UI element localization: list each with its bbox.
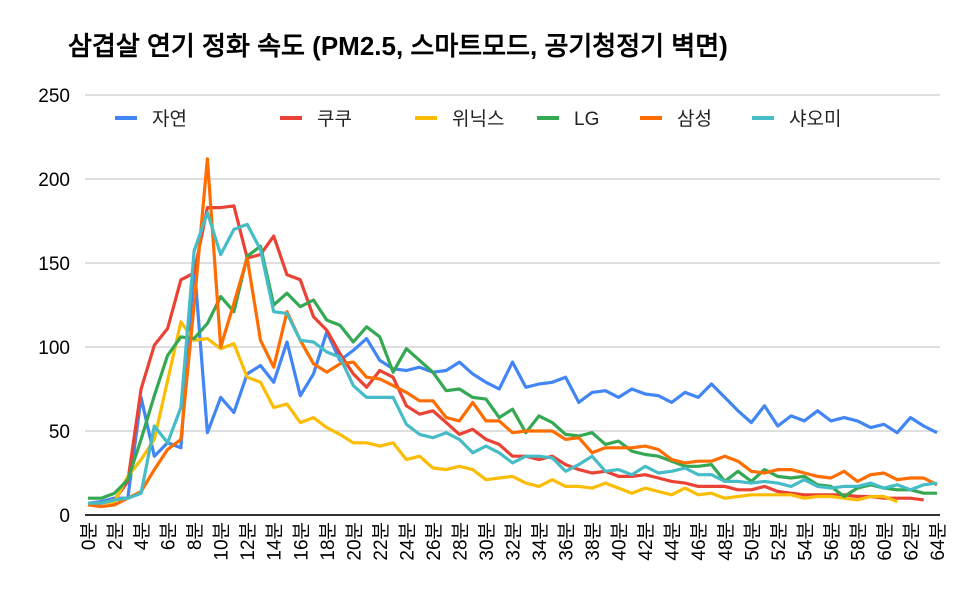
legend-item[interactable]: 샤오미 (752, 108, 841, 130)
x-tick-label: 48분 (716, 522, 737, 561)
x-tick-label: 34분 (530, 522, 551, 561)
x-tick-label: 36분 (557, 522, 578, 561)
gridlines (85, 95, 940, 515)
legend-item[interactable]: 쿠쿠 (280, 109, 352, 130)
x-tick-label: 62분 (901, 522, 922, 561)
legend: 자연 쿠쿠 위닉스 LG 삼성 샤오미 (115, 108, 841, 130)
y-axis-ticks: 0 50 100 150 200 250 (38, 86, 70, 527)
x-tick-label: 58분 (848, 522, 869, 561)
series-0 (88, 263, 937, 503)
x-tick-label: 16분 (291, 522, 312, 561)
x-tick-label: 56분 (822, 522, 843, 561)
legend-item[interactable]: 위닉스 (415, 108, 504, 130)
x-tick-label: 24분 (397, 522, 418, 561)
x-tick-label: 26분 (424, 522, 445, 561)
x-tick-label: 30분 (477, 522, 498, 561)
x-tick-label: 32분 (504, 522, 525, 561)
x-tick-label: 12분 (238, 522, 259, 561)
x-tick-label: 22분 (371, 522, 392, 561)
x-tick-label: 44분 (663, 522, 684, 561)
x-tick-label: 28분 (450, 522, 471, 561)
x-tick-label: 18분 (318, 522, 339, 561)
x-tick-label: 4분 (132, 522, 153, 550)
x-tick-label: 2분 (106, 522, 127, 550)
x-tick-label: 8분 (185, 522, 206, 550)
y-tick-label: 50 (49, 422, 70, 443)
x-tick-label: 6분 (159, 522, 180, 550)
legend-item[interactable]: 삼성 (640, 108, 712, 130)
y-tick-label: 200 (38, 170, 70, 191)
legend-item[interactable]: 자연 (115, 108, 187, 130)
x-tick-label: 64분 (928, 522, 949, 561)
y-tick-label: 100 (38, 338, 70, 359)
x-tick-label: 40분 (610, 522, 631, 561)
legend-label: 삼성 (677, 108, 712, 130)
x-tick-label: 46분 (689, 522, 710, 561)
x-tick-label: 0분 (79, 522, 100, 550)
x-tick-label: 14분 (265, 522, 286, 561)
x-tick-label: 10분 (212, 522, 233, 561)
series-line (88, 263, 937, 503)
series-lines (88, 159, 937, 507)
chart-title: 삼겹살 연기 정화 속도 (PM2.5, 스마트모드, 공기청정기 벽면) (68, 31, 728, 61)
y-tick-label: 150 (38, 254, 70, 275)
legend-label: LG (574, 109, 599, 130)
legend-item[interactable]: LG (537, 109, 599, 130)
legend-label: 위닉스 (452, 108, 504, 130)
x-tick-label: 60분 (875, 522, 896, 561)
x-tick-label: 54분 (795, 522, 816, 561)
x-tick-label: 52분 (769, 522, 790, 561)
legend-label: 샤오미 (789, 108, 841, 130)
x-tick-label: 42분 (636, 522, 657, 561)
legend-label: 자연 (152, 108, 187, 130)
x-tick-label: 20분 (344, 522, 365, 561)
y-tick-label: 250 (38, 86, 70, 107)
y-tick-label: 0 (59, 506, 70, 527)
x-tick-label: 38분 (583, 522, 604, 561)
legend-label: 쿠쿠 (317, 109, 352, 130)
x-tick-label: 50분 (742, 522, 763, 561)
